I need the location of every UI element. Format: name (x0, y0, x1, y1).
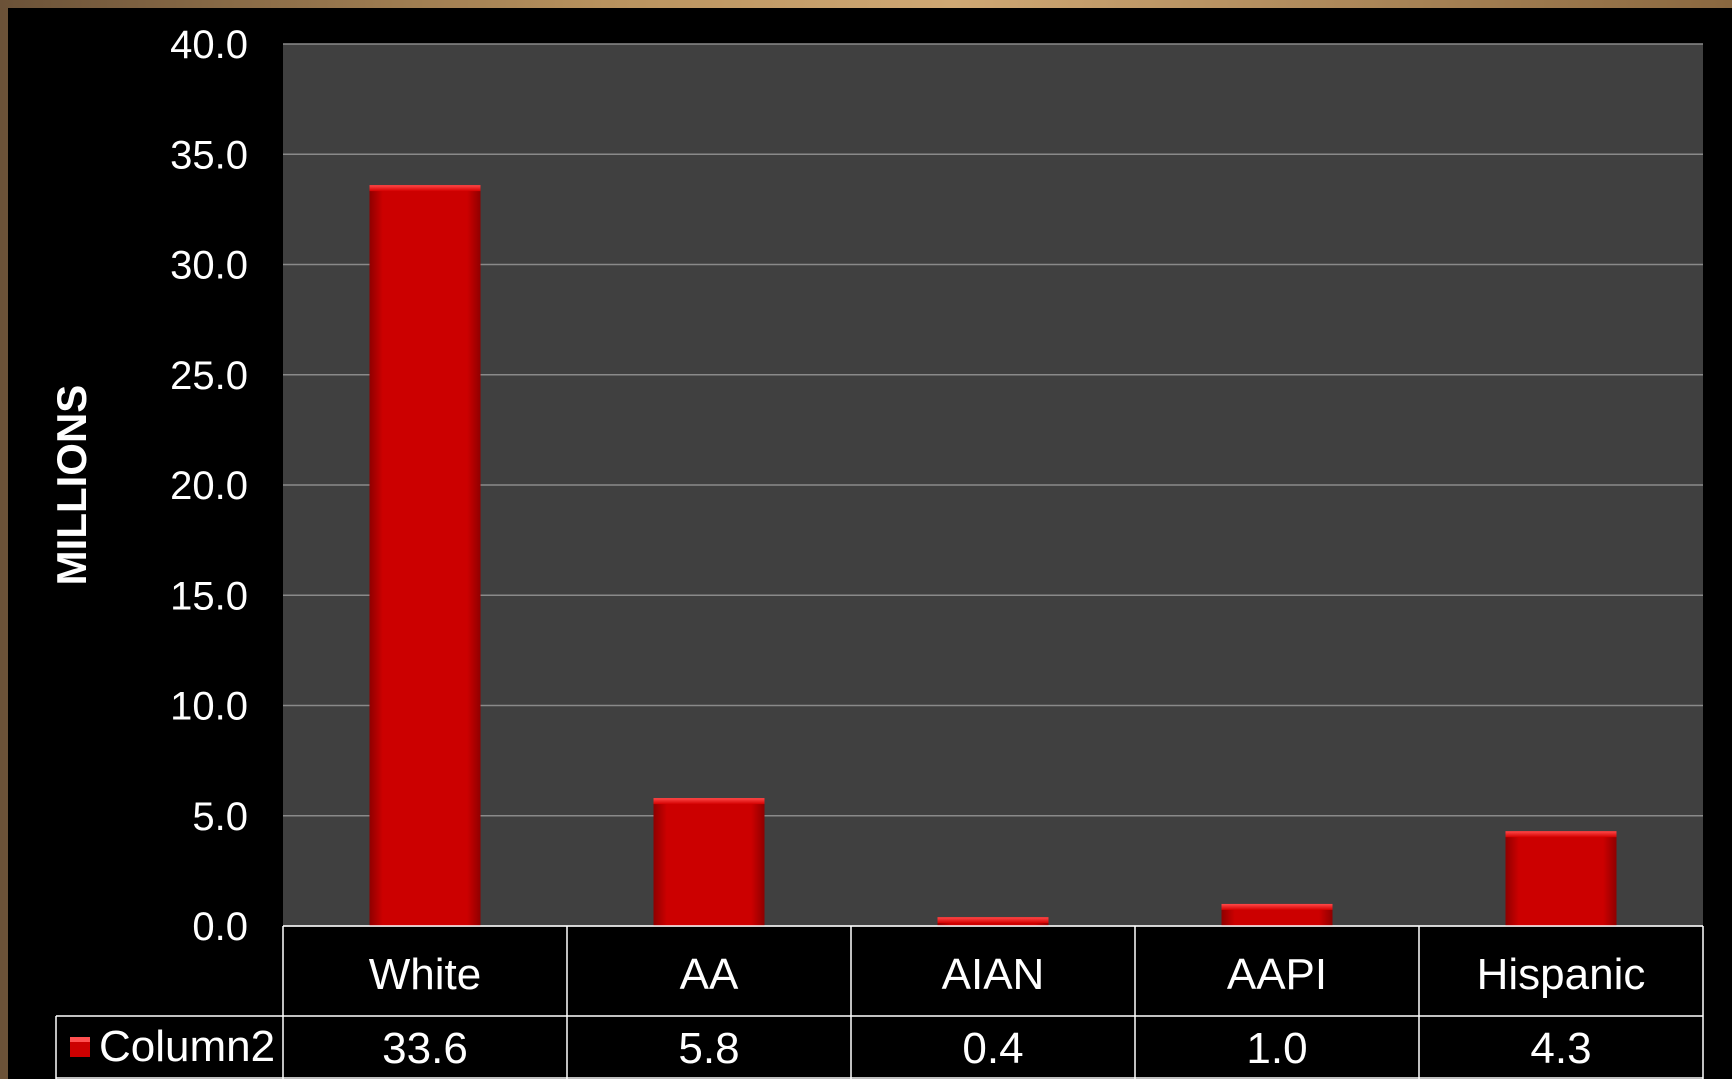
y-axis-ticks: 0.0 5.0 10.0 15.0 20.0 25.0 30.0 35.0 40.0 (170, 23, 248, 949)
y-tick-label: 10.0 (170, 685, 248, 729)
data-table-value: 0.4 (962, 1024, 1023, 1073)
bar-cap (1505, 831, 1617, 838)
chart-slide: 0.0 5.0 10.0 15.0 20.0 25.0 30.0 35.0 40.0 MILLI… (8, 8, 1732, 1079)
bar-hispanic (1505, 831, 1617, 926)
legend-swatch-highlight (70, 1037, 90, 1042)
y-tick-label: 30.0 (170, 244, 248, 288)
x-category-label: AA (680, 950, 739, 999)
bar-aa (653, 798, 765, 926)
bar-cap (653, 798, 765, 805)
y-tick-label: 35.0 (170, 133, 248, 177)
legend-series-name: Column2 (99, 1022, 275, 1071)
bar-white (369, 185, 481, 926)
y-tick-label: 40.0 (170, 23, 248, 67)
bar-cap (937, 917, 1049, 924)
data-table-value: 4.3 (1530, 1024, 1591, 1073)
data-table-value: 1.0 (1246, 1024, 1307, 1073)
x-category-label: AAPI (1227, 950, 1327, 999)
y-tick-label: 5.0 (192, 795, 248, 839)
x-category-label: White (369, 950, 481, 999)
bars (369, 185, 1617, 926)
bar-cap (369, 185, 481, 192)
y-tick-label: 0.0 (192, 905, 248, 949)
data-table-value: 5.8 (678, 1024, 739, 1073)
x-category-label: Hispanic (1477, 950, 1646, 999)
y-tick-label: 15.0 (170, 574, 248, 618)
data-table-value: 33.6 (382, 1024, 468, 1073)
y-axis-title: MILLIONS (48, 385, 95, 586)
y-tick-label: 20.0 (170, 464, 248, 508)
x-category-label: AIAN (942, 950, 1045, 999)
y-tick-label: 25.0 (170, 354, 248, 398)
bar-cap (1221, 903, 1333, 910)
data-table: White 33.6 AA 5.8 AIAN 0.4 AAPI 1.0 Hispanic 4.3 C… (55, 925, 1704, 1079)
bar-chart: 0.0 5.0 10.0 15.0 20.0 25.0 30.0 35.0 40.0 MILLI… (48, 23, 1704, 1079)
